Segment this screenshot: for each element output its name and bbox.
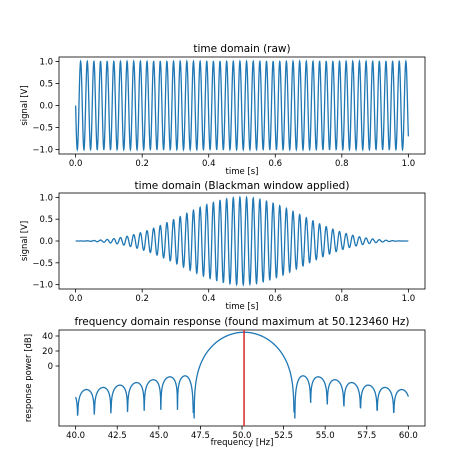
x-tick-label: 0.2 [135, 294, 149, 304]
x-tick-label: 0.4 [202, 159, 216, 169]
x-tick-label: 50.0 [233, 431, 252, 441]
x-tick-label: 40.0 [66, 431, 85, 441]
y-tick-label: −1.0 [32, 146, 53, 156]
x-tick-label: 0.6 [269, 159, 283, 169]
x-axis-label: frequency [Hz] [211, 438, 274, 448]
x-tick-label: 0.8 [335, 159, 349, 169]
x-tick-label: 57.5 [357, 431, 376, 441]
x-tick-label: 42.5 [108, 431, 127, 441]
x-tick-label: 0.0 [69, 294, 83, 304]
y-axis-label: response power [dB] [24, 334, 34, 422]
y-tick-label: 0.0 [39, 237, 53, 247]
x-tick-label: 1.0 [402, 159, 416, 169]
x-tick-label: 1.0 [402, 294, 416, 304]
y-tick-label: −1.0 [32, 281, 53, 291]
chart-title: time domain (Blackman window applied) [135, 180, 350, 192]
x-tick-label: 55.0 [316, 431, 335, 441]
x-tick-label: 52.5 [274, 431, 293, 441]
x-tick-label: 0.0 [69, 159, 83, 169]
axes-frame [58, 329, 426, 427]
x-tick-label: 0.2 [135, 159, 149, 169]
ticks-1: 0.0 0.2 0.4 0.6 0.8 1.0 −1.0 −0.5 0.0 0.5 1.0 [32, 57, 415, 169]
x-axis-label: time [s] [226, 302, 259, 312]
series-line [75, 331, 409, 419]
y-axis-label: signal [V] [20, 221, 30, 261]
y-tick-label: −0.5 [32, 124, 53, 134]
y-tick-label: −0.5 [32, 259, 53, 269]
ticks-2: 0.0 0.2 0.4 0.6 0.8 1.0 −1.0 −0.5 0.0 0.5 1.0 [32, 193, 415, 304]
chart-title: frequency domain response (found maximum… [75, 316, 410, 328]
chart-time-blackman: time domain (Blackman window applied) 0.… [20, 180, 426, 312]
series-line [74, 59, 410, 152]
ticks-3: 40.0 42.5 45.0 47.5 50.0 52.5 55.0 57.5 60.0 0 20 4… [42, 332, 418, 441]
x-tick-label: 0.4 [202, 294, 216, 304]
series-line [75, 195, 409, 287]
x-tick-label: 0.8 [335, 294, 349, 304]
axes-frame [58, 56, 426, 155]
axes-frame [58, 192, 426, 290]
y-axis-label: signal [V] [20, 85, 30, 125]
y-tick-label: 0.0 [39, 102, 53, 112]
chart-frequency: frequency domain response (found maximum… [24, 316, 426, 448]
y-tick-label: 40 [42, 332, 53, 342]
y-tick-label: 20 [42, 347, 53, 357]
x-axis-label: time [s] [226, 167, 259, 177]
x-tick-label: 47.5 [191, 431, 210, 441]
x-tick-label: 45.0 [149, 431, 168, 441]
x-tick-label: 0.6 [269, 294, 283, 304]
x-tick-label: 60.0 [399, 431, 418, 441]
y-tick-label: 0.5 [39, 215, 53, 225]
y-tick-label: 1.0 [39, 193, 53, 203]
y-tick-label: 0.5 [39, 79, 53, 89]
chart-time-raw: time domain (raw) 0.0 0.2 0.4 0.6 0.8 1.0 −1.0… [20, 43, 426, 177]
y-tick-label: 0 [48, 362, 53, 372]
chart-title: time domain (raw) [193, 43, 290, 55]
y-tick-label: 1.0 [39, 57, 53, 67]
